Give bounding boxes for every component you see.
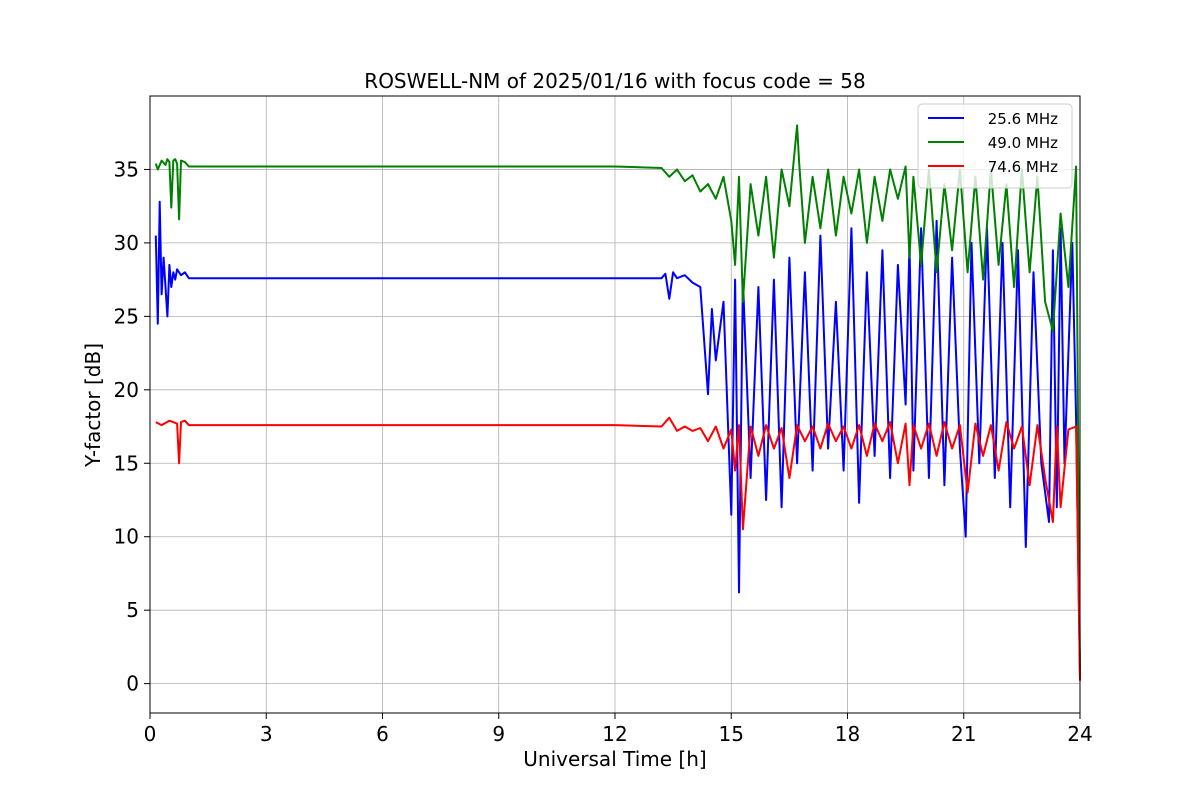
series-lines: [154, 124, 1081, 681]
x-tick-label: 3: [260, 722, 273, 746]
legend-label: 25.6 MHz: [988, 110, 1058, 128]
y-tick-label: 25: [114, 304, 139, 328]
y-tick-label: 10: [114, 525, 139, 549]
legend-label: 49.0 MHz: [988, 134, 1058, 152]
x-tick-label: 24: [1067, 722, 1092, 746]
chart-title: ROSWELL-NM of 2025/01/16 with focus code…: [364, 69, 865, 93]
y-tick-label: 30: [114, 231, 139, 255]
x-tick-label: 9: [492, 722, 505, 746]
x-tick-label: 6: [376, 722, 389, 746]
series-line-74-6-mhz: [155, 416, 1081, 681]
y-axis-title: Y-factor [dB]: [81, 343, 105, 468]
series-line-49-0-mhz: [154, 124, 1081, 680]
legend: 25.6 MHz 49.0 MHz 74.6 MHz: [917, 103, 1073, 189]
x-axis-title: Universal Time [h]: [523, 747, 706, 771]
y-tick-label: 5: [126, 598, 139, 622]
legend-label: 74.6 MHz: [988, 158, 1058, 176]
y-tick-label: 15: [114, 451, 139, 475]
y-tick-label: 0: [126, 672, 139, 696]
x-tick-label: 15: [719, 722, 744, 746]
y-tick-label: 35: [114, 157, 139, 181]
x-tick-label: 21: [951, 722, 976, 746]
axis-ticks: 0 3 6 9 12 15 18 21 24 0 5 10 15 20 25 30 35: [114, 157, 1093, 746]
series-line-25-6-mhz: [154, 200, 1081, 677]
x-tick-label: 18: [835, 722, 860, 746]
x-tick-label: 0: [144, 722, 157, 746]
y-tick-label: 20: [114, 378, 139, 402]
x-tick-label: 12: [602, 722, 627, 746]
